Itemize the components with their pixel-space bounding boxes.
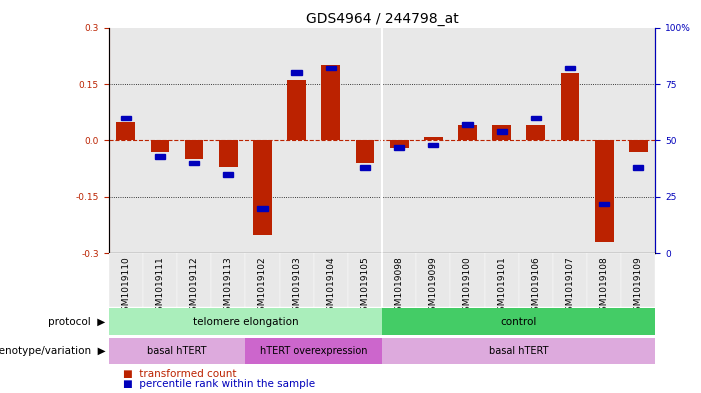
Bar bbox=[109, 28, 143, 253]
Bar bbox=[155, 154, 165, 158]
Text: GSM1019110: GSM1019110 bbox=[121, 256, 130, 317]
Bar bbox=[257, 206, 268, 211]
Bar bbox=[621, 253, 655, 307]
Bar bbox=[587, 253, 621, 307]
Bar bbox=[109, 308, 382, 336]
Bar bbox=[348, 28, 382, 253]
Bar bbox=[492, 125, 511, 140]
Bar bbox=[416, 28, 451, 253]
Bar bbox=[280, 253, 314, 307]
Text: telomere elongation: telomere elongation bbox=[193, 317, 298, 327]
Text: GSM1019112: GSM1019112 bbox=[189, 256, 198, 317]
Bar bbox=[314, 253, 348, 307]
Text: GSM1019108: GSM1019108 bbox=[599, 256, 608, 317]
Bar bbox=[109, 338, 245, 364]
Bar bbox=[143, 253, 177, 307]
Bar bbox=[633, 165, 644, 170]
Bar bbox=[621, 28, 655, 253]
Text: ■  percentile rank within the sample: ■ percentile rank within the sample bbox=[123, 379, 315, 389]
Bar bbox=[424, 137, 443, 140]
Bar bbox=[151, 140, 170, 152]
Text: GSM1019109: GSM1019109 bbox=[634, 256, 643, 317]
Text: GSM1019105: GSM1019105 bbox=[360, 256, 369, 317]
Bar bbox=[177, 28, 211, 253]
Bar bbox=[143, 28, 177, 253]
Text: GSM1019101: GSM1019101 bbox=[497, 256, 506, 317]
Text: GSM1019111: GSM1019111 bbox=[156, 256, 165, 317]
Bar bbox=[394, 145, 404, 149]
Bar bbox=[321, 65, 340, 140]
Text: genotype/variation  ▶: genotype/variation ▶ bbox=[0, 346, 105, 356]
Text: GSM1019113: GSM1019113 bbox=[224, 256, 233, 317]
Bar bbox=[211, 253, 245, 307]
Bar bbox=[463, 123, 472, 127]
Bar bbox=[553, 253, 587, 307]
Text: basal hTERT: basal hTERT bbox=[147, 346, 207, 356]
Bar bbox=[390, 140, 409, 148]
Bar bbox=[360, 165, 370, 170]
Bar bbox=[116, 122, 135, 140]
Bar bbox=[599, 202, 609, 206]
Text: ■  transformed count: ■ transformed count bbox=[123, 369, 236, 379]
Text: GSM1019098: GSM1019098 bbox=[395, 256, 404, 317]
Bar bbox=[314, 28, 348, 253]
Bar bbox=[553, 28, 587, 253]
Bar bbox=[382, 253, 416, 307]
Bar bbox=[451, 28, 484, 253]
Title: GDS4964 / 244798_at: GDS4964 / 244798_at bbox=[306, 13, 458, 26]
Bar bbox=[484, 28, 519, 253]
Bar bbox=[121, 116, 131, 120]
Bar bbox=[565, 66, 575, 70]
Bar bbox=[428, 143, 438, 147]
Bar bbox=[416, 253, 451, 307]
Text: GSM1019099: GSM1019099 bbox=[429, 256, 438, 317]
Bar bbox=[253, 140, 272, 235]
Text: GSM1019106: GSM1019106 bbox=[531, 256, 540, 317]
Text: basal hTERT: basal hTERT bbox=[489, 346, 548, 356]
Text: GSM1019103: GSM1019103 bbox=[292, 256, 301, 317]
Bar bbox=[451, 253, 484, 307]
Bar bbox=[348, 253, 382, 307]
Bar bbox=[245, 28, 280, 253]
Bar bbox=[280, 28, 314, 253]
Bar bbox=[245, 338, 382, 364]
Text: control: control bbox=[501, 317, 537, 327]
Bar bbox=[526, 125, 545, 140]
Bar bbox=[211, 28, 245, 253]
Text: GSM1019104: GSM1019104 bbox=[326, 256, 335, 317]
Bar bbox=[219, 140, 238, 167]
Bar bbox=[382, 308, 655, 336]
Bar bbox=[292, 70, 301, 75]
Bar bbox=[484, 253, 519, 307]
Text: GSM1019102: GSM1019102 bbox=[258, 256, 267, 317]
Bar bbox=[382, 338, 655, 364]
Bar bbox=[177, 253, 211, 307]
Bar bbox=[594, 140, 613, 242]
Text: hTERT overexpression: hTERT overexpression bbox=[260, 346, 367, 356]
Text: protocol  ▶: protocol ▶ bbox=[48, 317, 105, 327]
Bar bbox=[245, 253, 280, 307]
Bar bbox=[326, 66, 336, 70]
Bar bbox=[382, 28, 416, 253]
Bar bbox=[355, 140, 374, 163]
Bar bbox=[109, 253, 143, 307]
Bar bbox=[587, 28, 621, 253]
Bar bbox=[458, 125, 477, 140]
Bar bbox=[519, 253, 553, 307]
Bar bbox=[519, 28, 553, 253]
Bar bbox=[287, 80, 306, 140]
Bar bbox=[496, 129, 507, 134]
Bar bbox=[531, 116, 541, 120]
Bar bbox=[184, 140, 203, 159]
Bar bbox=[189, 161, 199, 165]
Bar bbox=[561, 73, 580, 140]
Bar bbox=[223, 172, 233, 177]
Bar bbox=[629, 140, 648, 152]
Text: GSM1019107: GSM1019107 bbox=[566, 256, 575, 317]
Text: GSM1019100: GSM1019100 bbox=[463, 256, 472, 317]
